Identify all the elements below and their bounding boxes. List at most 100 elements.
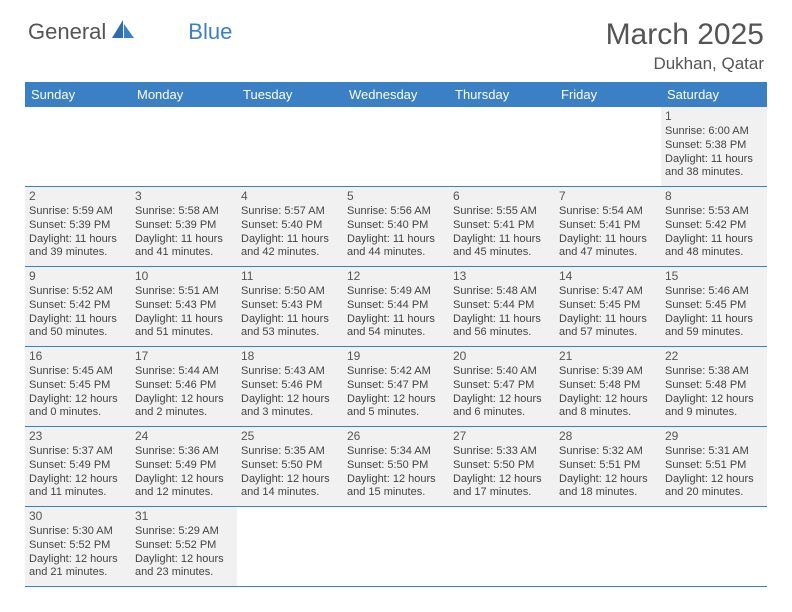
daylight-text: Daylight: 12 hours and 9 minutes.	[665, 393, 763, 421]
calendar-row: 16Sunrise: 5:45 AMSunset: 5:45 PMDayligh…	[25, 347, 767, 427]
calendar-row: 23Sunrise: 5:37 AMSunset: 5:49 PMDayligh…	[25, 427, 767, 507]
daylight-text: Daylight: 11 hours and 51 minutes.	[135, 313, 233, 341]
day-header: Wednesday	[343, 83, 449, 107]
day-header: Tuesday	[237, 83, 343, 107]
page-header: General Blue March 2025 Dukhan, Qatar	[0, 0, 792, 82]
sunrise-text: Sunrise: 5:47 AM	[559, 285, 657, 299]
daylight-text: Daylight: 11 hours and 50 minutes.	[29, 313, 127, 341]
daylight-text: Daylight: 12 hours and 5 minutes.	[347, 393, 445, 421]
daylight-text: Daylight: 12 hours and 14 minutes.	[241, 473, 339, 501]
daylight-text: Daylight: 12 hours and 23 minutes.	[135, 553, 233, 581]
sunrise-text: Sunrise: 5:40 AM	[453, 365, 551, 379]
daylight-text: Daylight: 11 hours and 53 minutes.	[241, 313, 339, 341]
logo-text-1: General	[28, 19, 106, 45]
sunrise-text: Sunrise: 5:36 AM	[135, 445, 233, 459]
sunrise-text: Sunrise: 5:29 AM	[135, 525, 233, 539]
sunrise-text: Sunrise: 5:37 AM	[29, 445, 127, 459]
calendar-cell: 18Sunrise: 5:43 AMSunset: 5:46 PMDayligh…	[237, 347, 343, 427]
sunset-text: Sunset: 5:45 PM	[29, 379, 127, 393]
sunrise-text: Sunrise: 5:33 AM	[453, 445, 551, 459]
sunrise-text: Sunrise: 5:55 AM	[453, 205, 551, 219]
calendar-cell: 30Sunrise: 5:30 AMSunset: 5:52 PMDayligh…	[25, 507, 131, 587]
calendar-cell	[131, 107, 237, 187]
day-number: 23	[29, 429, 127, 444]
day-number: 20	[453, 349, 551, 364]
calendar-cell: 5Sunrise: 5:56 AMSunset: 5:40 PMDaylight…	[343, 187, 449, 267]
daylight-text: Daylight: 11 hours and 39 minutes.	[29, 233, 127, 261]
day-number: 1	[665, 109, 763, 124]
day-number: 7	[559, 189, 657, 204]
day-number: 16	[29, 349, 127, 364]
calendar-cell	[237, 507, 343, 587]
sunset-text: Sunset: 5:50 PM	[347, 459, 445, 473]
calendar-cell: 1Sunrise: 6:00 AMSunset: 5:38 PMDaylight…	[661, 107, 767, 187]
day-number: 18	[241, 349, 339, 364]
calendar-cell: 12Sunrise: 5:49 AMSunset: 5:44 PMDayligh…	[343, 267, 449, 347]
calendar-cell: 3Sunrise: 5:58 AMSunset: 5:39 PMDaylight…	[131, 187, 237, 267]
location-label: Dukhan, Qatar	[606, 54, 764, 74]
calendar-cell: 17Sunrise: 5:44 AMSunset: 5:46 PMDayligh…	[131, 347, 237, 427]
sunset-text: Sunset: 5:44 PM	[453, 299, 551, 313]
sunset-text: Sunset: 5:40 PM	[241, 219, 339, 233]
calendar-table: SundayMondayTuesdayWednesdayThursdayFrid…	[25, 82, 767, 587]
sail-icon	[110, 18, 136, 46]
sunrise-text: Sunrise: 5:32 AM	[559, 445, 657, 459]
calendar-cell: 9Sunrise: 5:52 AMSunset: 5:42 PMDaylight…	[25, 267, 131, 347]
logo-text-2: Blue	[188, 19, 232, 45]
calendar-cell: 2Sunrise: 5:59 AMSunset: 5:39 PMDaylight…	[25, 187, 131, 267]
sunrise-text: Sunrise: 5:54 AM	[559, 205, 657, 219]
sunrise-text: Sunrise: 5:34 AM	[347, 445, 445, 459]
day-number: 6	[453, 189, 551, 204]
day-number: 21	[559, 349, 657, 364]
calendar-cell	[237, 107, 343, 187]
sunset-text: Sunset: 5:46 PM	[241, 379, 339, 393]
day-number: 11	[241, 269, 339, 284]
sunrise-text: Sunrise: 5:42 AM	[347, 365, 445, 379]
sunrise-text: Sunrise: 5:52 AM	[29, 285, 127, 299]
day-number: 8	[665, 189, 763, 204]
sunrise-text: Sunrise: 5:31 AM	[665, 445, 763, 459]
day-number: 25	[241, 429, 339, 444]
calendar-cell: 20Sunrise: 5:40 AMSunset: 5:47 PMDayligh…	[449, 347, 555, 427]
daylight-text: Daylight: 11 hours and 44 minutes.	[347, 233, 445, 261]
calendar-cell	[25, 107, 131, 187]
sunrise-text: Sunrise: 5:39 AM	[559, 365, 657, 379]
day-number: 19	[347, 349, 445, 364]
day-number: 13	[453, 269, 551, 284]
calendar-cell: 6Sunrise: 5:55 AMSunset: 5:41 PMDaylight…	[449, 187, 555, 267]
sunset-text: Sunset: 5:47 PM	[453, 379, 551, 393]
calendar-cell: 26Sunrise: 5:34 AMSunset: 5:50 PMDayligh…	[343, 427, 449, 507]
daylight-text: Daylight: 11 hours and 54 minutes.	[347, 313, 445, 341]
daylight-text: Daylight: 12 hours and 12 minutes.	[135, 473, 233, 501]
calendar-row: 30Sunrise: 5:30 AMSunset: 5:52 PMDayligh…	[25, 507, 767, 587]
sunset-text: Sunset: 5:41 PM	[453, 219, 551, 233]
sunset-text: Sunset: 5:40 PM	[347, 219, 445, 233]
calendar-cell: 21Sunrise: 5:39 AMSunset: 5:48 PMDayligh…	[555, 347, 661, 427]
sunrise-text: Sunrise: 6:00 AM	[665, 125, 763, 139]
calendar-cell	[449, 107, 555, 187]
daylight-text: Daylight: 12 hours and 0 minutes.	[29, 393, 127, 421]
sunset-text: Sunset: 5:51 PM	[559, 459, 657, 473]
day-number: 29	[665, 429, 763, 444]
daylight-text: Daylight: 11 hours and 57 minutes.	[559, 313, 657, 341]
calendar-cell: 16Sunrise: 5:45 AMSunset: 5:45 PMDayligh…	[25, 347, 131, 427]
sunset-text: Sunset: 5:42 PM	[665, 219, 763, 233]
day-number: 4	[241, 189, 339, 204]
daylight-text: Daylight: 11 hours and 59 minutes.	[665, 313, 763, 341]
day-number: 31	[135, 509, 233, 524]
day-header: Thursday	[449, 83, 555, 107]
calendar-cell: 14Sunrise: 5:47 AMSunset: 5:45 PMDayligh…	[555, 267, 661, 347]
calendar-cell: 10Sunrise: 5:51 AMSunset: 5:43 PMDayligh…	[131, 267, 237, 347]
sunrise-text: Sunrise: 5:56 AM	[347, 205, 445, 219]
daylight-text: Daylight: 12 hours and 8 minutes.	[559, 393, 657, 421]
sunset-text: Sunset: 5:44 PM	[347, 299, 445, 313]
day-number: 3	[135, 189, 233, 204]
calendar-row: 1Sunrise: 6:00 AMSunset: 5:38 PMDaylight…	[25, 107, 767, 187]
calendar-row: 9Sunrise: 5:52 AMSunset: 5:42 PMDaylight…	[25, 267, 767, 347]
day-header: Friday	[555, 83, 661, 107]
day-header: Monday	[131, 83, 237, 107]
sunset-text: Sunset: 5:50 PM	[241, 459, 339, 473]
calendar-cell: 25Sunrise: 5:35 AMSunset: 5:50 PMDayligh…	[237, 427, 343, 507]
sunrise-text: Sunrise: 5:49 AM	[347, 285, 445, 299]
calendar-cell: 31Sunrise: 5:29 AMSunset: 5:52 PMDayligh…	[131, 507, 237, 587]
